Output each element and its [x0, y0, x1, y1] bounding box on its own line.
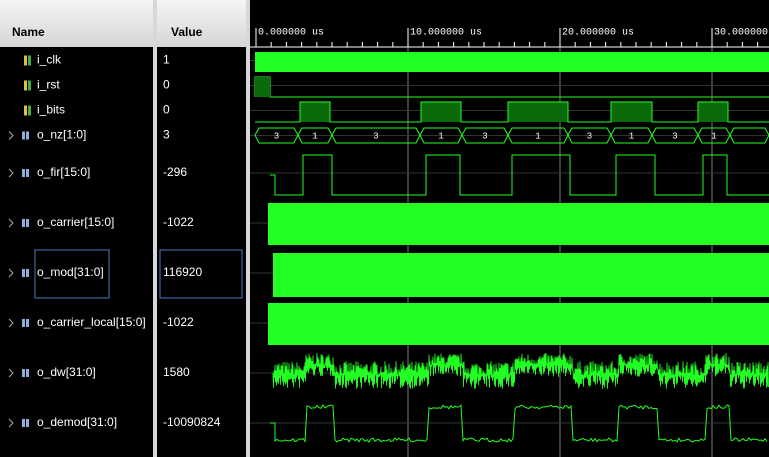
carrier-wave [268, 203, 769, 245]
name-header[interactable] [0, 0, 153, 47]
bus-label: 1 [629, 131, 634, 141]
signal-value: -296 [163, 165, 187, 179]
dw-wave [272, 353, 769, 389]
signal-name[interactable]: i_bits [37, 103, 65, 117]
expand-arrow[interactable] [8, 368, 14, 378]
signal-value: 0 [163, 78, 170, 92]
demod-wave [270, 404, 768, 443]
bits-wave [255, 101, 769, 123]
expand-arrow[interactable] [8, 418, 14, 428]
bus-icon [26, 131, 29, 140]
bus-label: 1 [535, 131, 540, 141]
signal-value: -10090824 [163, 415, 221, 429]
value-header[interactable] [157, 0, 246, 47]
bus-icon [22, 419, 25, 427]
clk-wave [255, 52, 769, 72]
bus-icon [26, 269, 29, 277]
signal-name[interactable]: i_rst [37, 78, 60, 92]
bits-high [508, 102, 568, 122]
ruler-label: 10.000000 us [410, 28, 482, 39]
bus-icon [22, 369, 25, 377]
value-header-label: Value [171, 25, 203, 39]
signal-name[interactable]: o_demod[31:0] [37, 415, 117, 429]
expand-arrow[interactable] [8, 218, 14, 228]
pane-divider [246, 0, 250, 457]
expand-arrow[interactable] [8, 168, 14, 178]
signal-name[interactable]: o_mod[31:0] [37, 265, 104, 279]
expand-arrow[interactable] [8, 131, 14, 140]
bus-icon [26, 419, 29, 427]
bits-high [698, 102, 728, 122]
signal-name[interactable]: o_carrier_local[15:0] [37, 315, 146, 329]
bus-icon [22, 269, 25, 277]
bits-high [421, 102, 461, 122]
signal-value: 116920 [163, 265, 202, 279]
ruler-label: 30.000000 [714, 28, 768, 39]
fir-wave [270, 154, 769, 196]
bus-label: 3 [672, 131, 677, 141]
bus-label: 3 [587, 131, 592, 141]
rst-fill [255, 77, 270, 97]
bit-icon [28, 55, 31, 66]
selection-box [159, 249, 243, 299]
expand-arrow[interactable] [8, 268, 14, 278]
name-header-label: Name [12, 25, 45, 39]
signal-name[interactable]: o_carrier[15:0] [37, 215, 114, 229]
bit-icon [24, 55, 27, 66]
signal-name[interactable]: o_nz[1:0] [37, 128, 86, 142]
bits-high [300, 102, 330, 122]
ruler-label: 0.000000 us [258, 28, 324, 39]
bus-icon [26, 219, 29, 227]
bit-icon [28, 105, 31, 116]
signal-name[interactable]: i_clk [37, 53, 62, 67]
bus-icon [22, 319, 25, 327]
signal-value: -1022 [163, 315, 194, 329]
wave-area: 0.000000 us 10.000000 us 20.000000 us 30.00… [250, 28, 769, 457]
bus-label: 3 [482, 131, 487, 141]
bus-icon [26, 369, 29, 377]
mod-wave [273, 253, 769, 297]
signal-value: 0 [163, 103, 170, 117]
expand-arrow[interactable] [8, 318, 14, 328]
bus-label: 1 [312, 131, 317, 141]
bus-icon [26, 319, 29, 327]
carrier-local-wave [268, 303, 769, 345]
bus-label: 3 [274, 131, 279, 141]
selection-box [34, 249, 110, 299]
signal-name[interactable]: o_fir[15:0] [37, 165, 90, 179]
bus-label: 3 [373, 131, 378, 141]
column-divider [153, 0, 157, 457]
signal-value: 1 [163, 53, 170, 67]
bit-icon [28, 80, 31, 91]
bit-icon [24, 105, 27, 116]
bits-high [611, 102, 652, 122]
signal-value: -1022 [163, 215, 194, 229]
ruler-label: 20.000000 us [562, 28, 634, 39]
bus-icon [22, 169, 25, 177]
signal-value: 1580 [163, 365, 190, 379]
bus-segment [729, 127, 769, 144]
signal-name[interactable]: o_dw[31:0] [37, 365, 96, 379]
bus-icon [22, 219, 25, 227]
signal-value: 3 [163, 128, 170, 142]
bus-icon [22, 131, 25, 140]
bus-icon [26, 169, 29, 177]
bus-label: 1 [711, 131, 716, 141]
bus-label: 1 [438, 131, 443, 141]
bit-icon [24, 80, 27, 91]
